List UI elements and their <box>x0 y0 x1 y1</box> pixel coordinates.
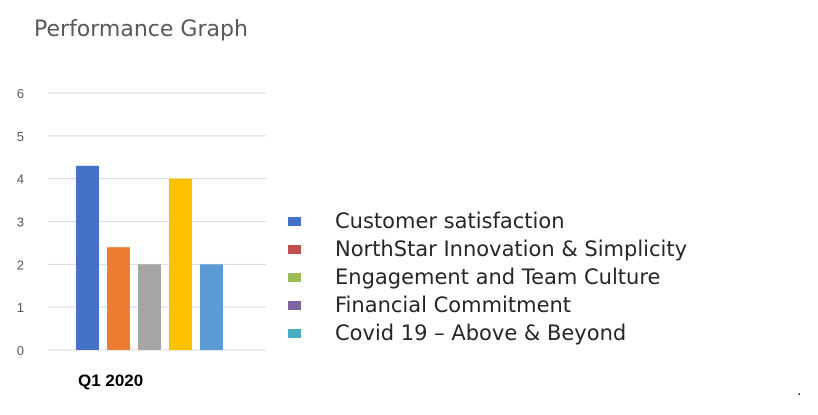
y-tick-label: 1 <box>17 300 24 315</box>
bar-5 <box>200 264 223 350</box>
legend-item: Financial Commitment <box>288 291 687 319</box>
chart-legend: Customer satisfaction NorthStar Innovatio… <box>288 207 687 347</box>
legend-swatch <box>288 328 301 338</box>
legend-label: Customer satisfaction <box>335 209 565 233</box>
bar-4 <box>169 178 192 350</box>
y-tick-label: 0 <box>17 343 24 358</box>
y-tick-label: 2 <box>17 257 24 272</box>
legend-label: Engagement and Team Culture <box>335 265 661 289</box>
legend-label: NorthStar Innovation & Simplicity <box>335 237 688 261</box>
legend-label: Covid 19 – Above & Beyond <box>335 321 627 345</box>
legend-item: Customer satisfaction <box>288 207 687 235</box>
y-tick-label: 3 <box>17 215 24 230</box>
bar-3 <box>138 264 161 350</box>
x-category-label: Q1 2020 <box>78 371 143 390</box>
legend-label: Financial Commitment <box>335 293 572 317</box>
legend-item: Engagement and Team Culture <box>288 263 687 291</box>
footer-mark: . <box>797 382 802 399</box>
legend-swatch <box>288 272 301 282</box>
y-tick-label: 6 <box>17 86 24 101</box>
bar-2 <box>107 247 130 350</box>
y-tick-label: 5 <box>17 129 24 144</box>
legend-item: NorthStar Innovation & Simplicity <box>288 235 687 263</box>
bar-1 <box>76 165 99 350</box>
y-tick-label: 4 <box>17 172 24 187</box>
legend-item: Covid 19 – Above & Beyond <box>288 319 687 347</box>
legend-swatch <box>288 244 301 254</box>
legend-swatch <box>288 300 301 310</box>
chart-title: Performance Graph <box>34 17 248 42</box>
legend-swatch <box>288 216 301 226</box>
